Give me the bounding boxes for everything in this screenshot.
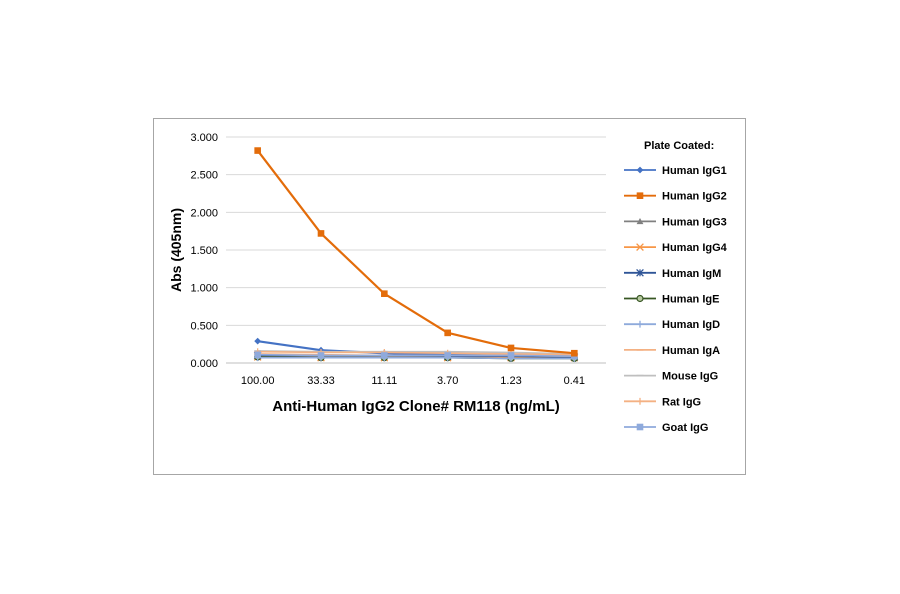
legend-marker	[636, 294, 644, 303]
legend-marker	[636, 397, 644, 405]
series-line-human-igd	[257, 356, 575, 360]
x-tick-labels: 100.00 33.33 11.11 3.70 1.23 0.41	[241, 375, 585, 387]
legend-item-human-igg3: Human IgG3	[624, 216, 727, 228]
legend-item-human-igm: Human IgM	[624, 268, 721, 280]
y-tick-label: 1.000	[190, 283, 218, 295]
x-axis-title: Anti-Human IgG2 Clone# RM118 (ng/mL)	[272, 398, 560, 415]
y-tick-labels: 0.000 0.500 1.000 1.500 2.000 2.500 3.000	[190, 132, 218, 370]
legend-marker	[636, 218, 644, 225]
chart-frame: 0.000 0.500 1.000 1.500 2.000 2.500 3.000 100.…	[153, 118, 746, 475]
legend-marker	[636, 166, 644, 174]
y-tick-label: 2.500	[190, 170, 218, 182]
y-tick-label: 1.500	[190, 245, 218, 257]
x-tick-label: 33.33	[307, 375, 335, 387]
y-tick-label: 0.500	[190, 320, 218, 332]
data-point-goat-igg	[317, 352, 325, 359]
legend-label: Human IgG1	[662, 165, 727, 177]
legend-label: Human IgM	[662, 268, 721, 280]
legend-label: Human IgG3	[662, 216, 727, 228]
data-point-goat-igg	[381, 352, 388, 359]
y-axis-title: Abs (405nm)	[168, 208, 184, 292]
legend-item-human-igg1: Human IgG1	[624, 165, 727, 177]
data-point-human-igg2	[444, 329, 451, 337]
data-point-human-igg2	[571, 349, 578, 357]
legend-item-human-igd: Human IgD	[624, 319, 720, 331]
data-point-human-igg2	[381, 290, 388, 297]
legend-label: Human IgA	[662, 345, 720, 357]
legend-marker	[636, 243, 644, 251]
data-point-human-igg2	[507, 344, 515, 352]
legend-marker	[636, 192, 644, 199]
data-point-goat-igg	[507, 352, 515, 359]
legend-item-rat-igg: Rat IgG	[624, 396, 701, 408]
y-tick-label: 3.000	[190, 132, 218, 144]
legend-item-human-igg2: Human IgG2	[624, 191, 727, 203]
legend-label: Human IgG2	[662, 191, 727, 203]
legend-title: Plate Coated:	[644, 140, 714, 152]
series-line-goat-igg	[257, 353, 575, 358]
legend-label: Human IgG4	[662, 242, 728, 254]
x-tick-label: 0.41	[564, 375, 585, 387]
data-point-human-igg1	[254, 337, 262, 345]
legend-item-human-igg4: Human IgG4	[624, 242, 728, 254]
y-tick-label: 2.000	[190, 207, 218, 219]
series-line-human-igg2	[256, 149, 575, 355]
data-point-goat-igg	[444, 352, 451, 359]
legend-item-goat-igg: Goat IgG	[624, 422, 708, 434]
data-point-human-igg2	[254, 147, 261, 154]
series-line-rat-igg	[257, 350, 575, 356]
y-tick-label: 0.000	[190, 358, 218, 370]
legend-label: Rat IgG	[662, 396, 701, 408]
x-tick-label: 3.70	[437, 375, 458, 387]
legend-marker	[636, 268, 644, 277]
series-lines	[253, 147, 579, 363]
x-tick-label: 100.00	[241, 375, 275, 387]
legend-marker	[636, 423, 644, 431]
legend-item-mouse-igg: Mouse IgG	[624, 371, 718, 383]
legend-label: Human IgD	[662, 319, 720, 331]
legend-marker	[636, 320, 644, 328]
legend-label: Human IgE	[662, 294, 719, 306]
legend-label: Goat IgG	[662, 422, 708, 434]
line-chart: 0.000 0.500 1.000 1.500 2.000 2.500 3.000 100.…	[168, 132, 728, 434]
data-point-human-igg2	[317, 230, 325, 237]
data-point-goat-igg	[254, 351, 261, 359]
legend-item-human-ige: Human IgE	[624, 294, 719, 306]
legend-label: Mouse IgG	[662, 371, 718, 383]
legend-item-human-iga: Human IgA	[624, 345, 720, 357]
x-tick-label: 1.23	[500, 375, 521, 387]
series-human-igg2	[254, 147, 578, 357]
x-tick-label: 11.11	[371, 375, 397, 387]
legend: Plate Coated: Human IgG1 Human IgG2 Human …	[624, 140, 728, 434]
gridlines	[226, 136, 606, 364]
